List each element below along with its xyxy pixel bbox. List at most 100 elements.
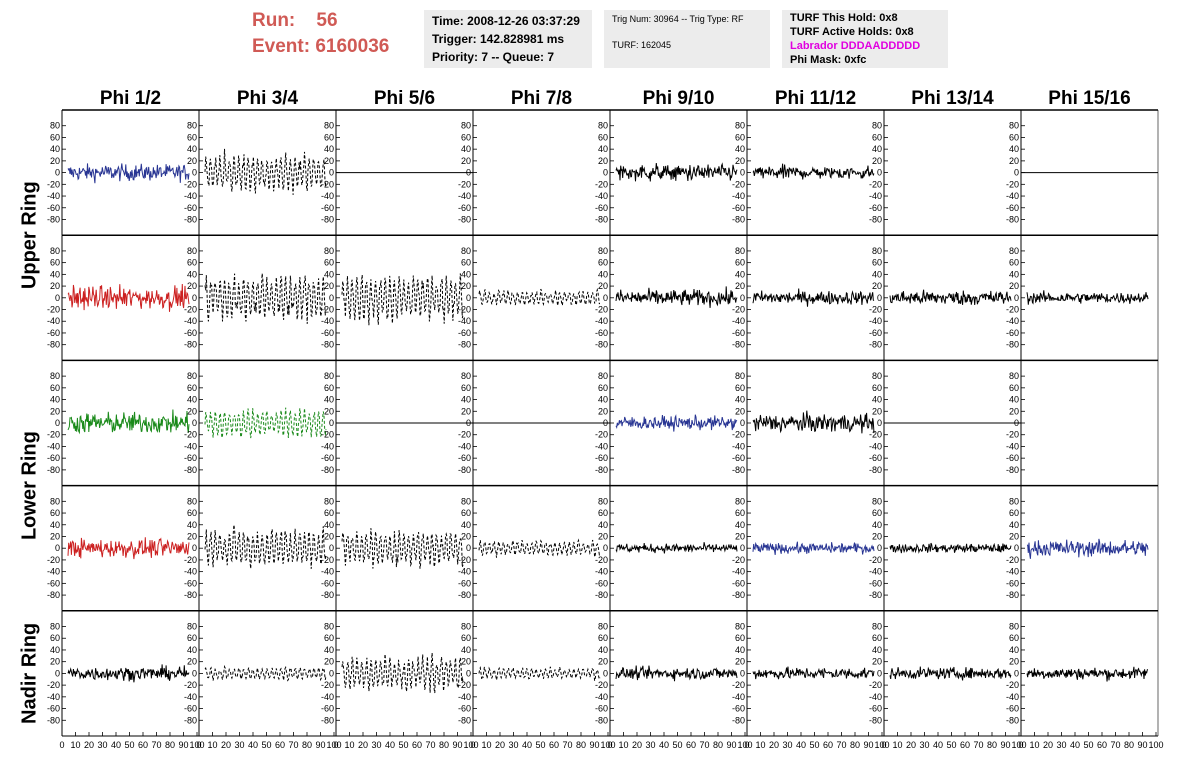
panel-r1-c4-ytick-label: 0 [466, 168, 471, 178]
panel-r3-c7-ytick-label: 80 [872, 371, 882, 381]
xtick-label-c3: 30 [371, 740, 381, 750]
xtick-label-c7: 0 [881, 740, 886, 750]
xtick-label-c8: 100 [1148, 740, 1163, 750]
panel-r5-c3-ytick-label: 80 [324, 622, 334, 632]
panel-r1-c6-ytick-label: 40 [735, 144, 745, 154]
panel-r1-c5-ytick-label: 20 [598, 156, 608, 166]
panel-r1-c5-ytick-label: -40 [595, 191, 608, 201]
panel-r2-c1-ytick-label: -80 [47, 340, 60, 350]
panel-r4-c5-ytick-label: -20 [595, 555, 608, 565]
panel-r5-c1-ytick-label: -80 [47, 715, 60, 725]
panel-r3-c6-trace [752, 410, 875, 434]
trig-num-text: Trig Num: 30964 -- Trig Type: RF [612, 14, 744, 24]
panel-r5-c4-ytick-label: 80 [461, 622, 471, 632]
panel-r4-c1-trace [67, 537, 190, 560]
column-header-6: Phi 11/12 [775, 88, 856, 109]
panel-r1-c6-ytick-label: 0 [740, 168, 745, 178]
panel-r4-c4-ytick-label: 0 [466, 543, 471, 553]
panel-r1-c7-ytick-label: 60 [872, 132, 882, 142]
xtick-label-c2: 10 [207, 740, 217, 750]
panel-r1-c2-ytick-label: -80 [184, 214, 197, 224]
panel-r5-c4-ytick-label: -40 [458, 692, 471, 702]
panel-r2-c8-ytick-label: 20 [1009, 281, 1019, 291]
panel-r1-c2-trace [204, 148, 327, 195]
panel-r1-c3-ytick-label: -20 [321, 179, 334, 189]
panel-r1-c2-ytick-label: 40 [187, 144, 197, 154]
panel-r5-c8-ytick-label: 60 [1009, 633, 1019, 643]
xtick-label-c7: 10 [892, 740, 902, 750]
panel-r4-c7-ytick-label: -40 [869, 567, 882, 577]
panel-r2-c6-ytick-label: 60 [735, 258, 745, 268]
panel-r5-c6-ytick-label: 40 [735, 645, 745, 655]
event-label: Event: [252, 36, 311, 57]
panel-r5-c5-ytick-label: 60 [598, 633, 608, 643]
xtick-label-c1: 60 [138, 740, 148, 750]
xtick-label-c8: 30 [1056, 740, 1066, 750]
panel-r5-c8-ytick-label: 0 [1014, 668, 1019, 678]
xtick-label-c7: 20 [906, 740, 916, 750]
panel-r5-c3-ytick-label: 20 [324, 657, 334, 667]
panel-r4-c2-ytick-label: 80 [187, 496, 197, 506]
panel-r4-c7-ytick-label: 80 [872, 496, 882, 506]
panel-r4-c4-ytick-label: 80 [461, 496, 471, 506]
panel-r3-c5-ytick-label: 60 [598, 383, 608, 393]
panel-r3-c6-ytick-label: 20 [735, 406, 745, 416]
panel-r5-c8-ytick-label: -20 [1006, 680, 1019, 690]
panel-r1-c5-ytick-label: 60 [598, 132, 608, 142]
xtick-label-c2: 60 [275, 740, 285, 750]
panel-r2-c4-ytick-label: -80 [458, 340, 471, 350]
xtick-label-c4: 10 [481, 740, 491, 750]
xtick-label-c7: 70 [973, 740, 983, 750]
panel-r3-c1-ytick-label: 60 [50, 383, 60, 393]
panel-r2-c2-ytick-label: -40 [184, 316, 197, 326]
panel-r5-c3-ytick-label: -20 [321, 680, 334, 690]
panel-r4-c3-ytick-label: 20 [324, 531, 334, 541]
panel-r1-c3-ytick-label: 0 [329, 168, 334, 178]
panel-r4-c1-ytick-label: 40 [50, 520, 60, 530]
xtick-label-c5: 70 [699, 740, 709, 750]
panel-r2-c1-ytick-label: -60 [47, 328, 60, 338]
xtick-label-c7: 50 [946, 740, 956, 750]
panel-r3-c1-ytick-label: -20 [47, 430, 60, 440]
event-value: 6160036 [315, 36, 390, 57]
xtick-label-c6: 80 [850, 740, 860, 750]
panel-r1-c5-ytick-label: 0 [603, 168, 608, 178]
panel-r4-c3-ytick-label: -60 [321, 578, 334, 588]
panel-r5-c2-ytick-label: 0 [192, 668, 197, 678]
panel-r3-c6-ytick-label: -20 [732, 430, 745, 440]
panel-r4-c2-ytick-label: 60 [187, 508, 197, 518]
panel-r5-c5-ytick-label: -60 [595, 704, 608, 714]
panel-r3-c8-ytick-label: -60 [1006, 453, 1019, 463]
panel-r2-c3-ytick-label: 60 [324, 258, 334, 268]
panel-r4-c8-ytick-label: -60 [1006, 578, 1019, 588]
turf-text: TURF: 162045 [612, 40, 672, 50]
xtick-label-c2: 20 [221, 740, 231, 750]
panel-r2-c3-ytick-label: 80 [324, 246, 334, 256]
panel-r1-c3-ytick-label: -60 [321, 203, 334, 213]
panel-r4-c2-ytick-label: 40 [187, 520, 197, 530]
panel-r1-c4-ytick-label: -80 [458, 214, 471, 224]
panel-r3-c3-ytick-label: 0 [329, 418, 334, 428]
panel-r2-c3-ytick-label: -60 [321, 328, 334, 338]
xtick-label-c4: 50 [535, 740, 545, 750]
panel-r4-c6-ytick-label: 0 [740, 543, 745, 553]
panel-r3-c1-ytick-label: 80 [50, 371, 60, 381]
xtick-label-c2: 70 [288, 740, 298, 750]
xtick-label-c8: 70 [1110, 740, 1120, 750]
panel-r4-c6-ytick-label: 60 [735, 508, 745, 518]
panel-r5-c6-ytick-label: 60 [735, 633, 745, 643]
panel-r4-c1-ytick-label: 20 [50, 531, 60, 541]
ring-label-1: Upper Ring [18, 181, 40, 289]
panel-r1-c4-ytick-label: -60 [458, 203, 471, 213]
panel-r5-c1-ytick-label: 60 [50, 633, 60, 643]
panel-r4-c5-ytick-label: -40 [595, 567, 608, 577]
panel-r2-c4-trace [478, 287, 600, 307]
panel-r2-c1-trace [67, 283, 190, 312]
panel-r5-c5-ytick-label: -80 [595, 715, 608, 725]
panel-r1-c5-ytick-label: 80 [598, 121, 608, 131]
panel-r4-c6-ytick-label: 20 [735, 531, 745, 541]
panel-r2-c4-ytick-label: -40 [458, 316, 471, 326]
panel-r3-c5-ytick-label: -20 [595, 430, 608, 440]
panel-r5-c7-ytick-label: 40 [872, 645, 882, 655]
panel-r1-c8-ytick-label: -80 [1006, 214, 1019, 224]
